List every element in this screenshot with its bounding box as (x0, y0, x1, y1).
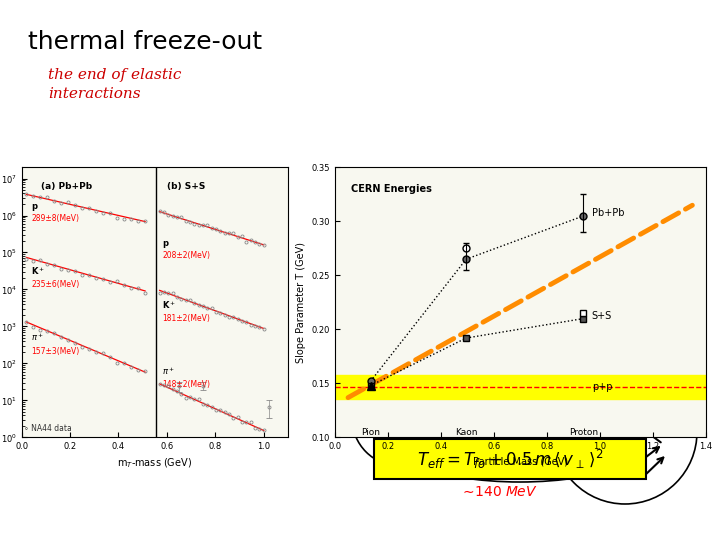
Text: 208±2(MeV): 208±2(MeV) (162, 251, 210, 260)
Text: Kaon: Kaon (455, 428, 477, 437)
Text: $\sim\!140\;MeV$: $\sim\!140\;MeV$ (460, 485, 538, 499)
Text: Pion: Pion (361, 428, 380, 437)
Text: 157±3(MeV): 157±3(MeV) (31, 347, 79, 356)
Text: K$^+$: K$^+$ (31, 265, 45, 277)
Text: $\pi^+$: $\pi^+$ (31, 332, 45, 343)
Circle shape (446, 396, 510, 460)
Text: 181±2(MeV): 181±2(MeV) (162, 314, 210, 323)
Ellipse shape (365, 362, 675, 482)
Text: $\pi^+$: $\pi^+$ (162, 365, 175, 376)
Text: 289±8(MeV): 289±8(MeV) (31, 214, 79, 223)
Text: CERN Energies: CERN Energies (351, 184, 431, 194)
Text: $E\, =\, E_{thermal}\, +\, E_{collective}$: $E\, =\, E_{thermal}\, +\, E_{collective… (390, 411, 546, 428)
Text: locally thermal: locally thermal (562, 355, 675, 368)
Text: S+S: S+S (592, 310, 612, 321)
Text: the end of elastic
interactions: the end of elastic interactions (48, 68, 181, 102)
Text: $T_{eff} = T_{fo} + 0.5\,m\,\langle\,v_{\perp}\,\rangle^2$: $T_{eff} = T_{fo} + 0.5\,m\,\langle\,v_{… (417, 448, 603, 470)
Y-axis label: Slope Parameter T (GeV): Slope Parameter T (GeV) (296, 242, 306, 363)
Text: K$^+$: K$^+$ (162, 299, 176, 311)
Text: p: p (162, 239, 168, 248)
Text: (a) Pb+Pb: (a) Pb+Pb (41, 182, 92, 191)
Text: ∘ NA44 data: ∘ NA44 data (24, 424, 72, 433)
Text: thermal freeze-out: thermal freeze-out (28, 30, 262, 54)
Text: p: p (31, 202, 37, 211)
X-axis label: m$_T$-mass (GeV): m$_T$-mass (GeV) (117, 457, 192, 470)
Circle shape (553, 360, 697, 504)
Text: Proton: Proton (569, 428, 598, 437)
Text: (b) S+S: (b) S+S (167, 182, 205, 191)
Text: p+p: p+p (592, 382, 612, 392)
Text: collective expansion: collective expansion (355, 368, 505, 381)
Circle shape (352, 370, 448, 466)
Text: Pb+Pb: Pb+Pb (592, 208, 624, 218)
Text: 148±2(MeV): 148±2(MeV) (162, 380, 210, 389)
X-axis label: Particle Mass (GeV): Particle Mass (GeV) (472, 457, 568, 467)
Text: 235±6(MeV): 235±6(MeV) (31, 280, 79, 288)
FancyBboxPatch shape (374, 439, 646, 479)
Bar (335, 375, 706, 399)
